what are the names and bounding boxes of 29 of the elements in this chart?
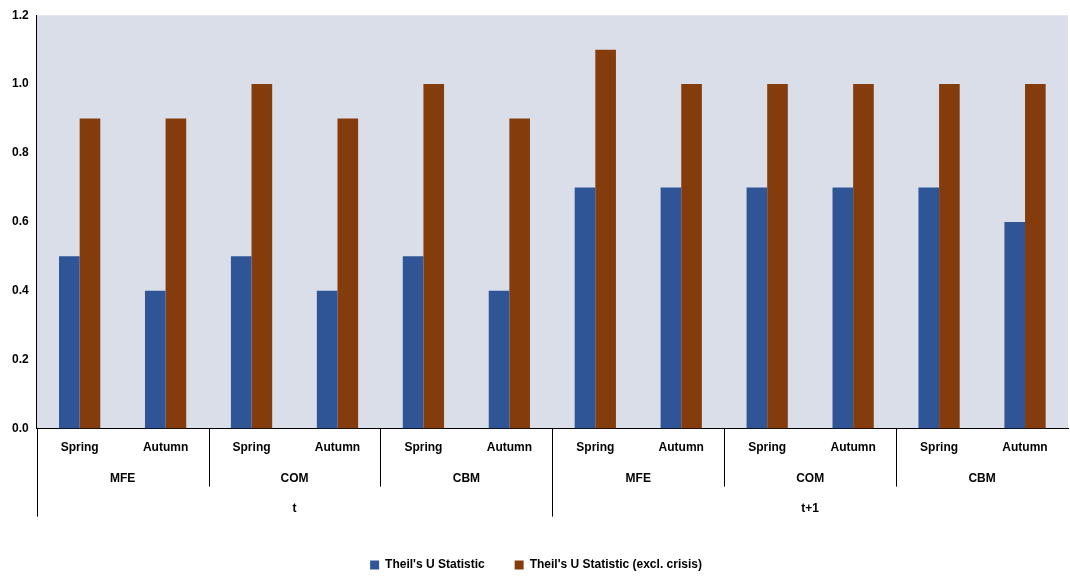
text: COM: [796, 470, 825, 485]
x-tick-label: Spring: [748, 440, 787, 455]
y-tick-label: 1.0: [11, 76, 29, 91]
y-tick-label: 0.0: [11, 420, 29, 435]
x-tick-label: Autumn: [314, 440, 361, 455]
text: t+1: [801, 500, 820, 515]
y-tick-label: 0.4: [11, 283, 29, 298]
y-tick-label: 0.2: [11, 352, 29, 367]
text: t: [292, 500, 297, 515]
x-tick-label: Spring: [232, 440, 271, 455]
x-tick-label: Autumn: [1002, 440, 1048, 455]
legend-label: Theil's U Statistic (excl. crisis): [529, 557, 702, 572]
text: CBM: [968, 470, 996, 485]
x-tick-label: Spring: [404, 440, 443, 455]
y-tick-label: 1.2: [11, 7, 29, 22]
x-tick-label: Autumn: [658, 440, 704, 455]
x-tick-label: Spring: [920, 440, 959, 455]
x-tick-label: Autumn: [830, 440, 876, 455]
text: CBM: [452, 470, 481, 485]
text: MFE: [625, 470, 651, 485]
text: COM: [280, 470, 309, 485]
x-tick-label: Autumn: [486, 440, 533, 455]
x-tick-label: Autumn: [142, 440, 189, 455]
x-tick-label: Spring: [576, 440, 615, 455]
text: MFE: [109, 470, 136, 485]
y-tick-label: 0.6: [11, 214, 29, 229]
y-tick-label: 0.8: [11, 145, 29, 160]
legend-label: Theil's U Statistic: [385, 557, 485, 572]
x-tick-label: Spring: [60, 440, 99, 455]
